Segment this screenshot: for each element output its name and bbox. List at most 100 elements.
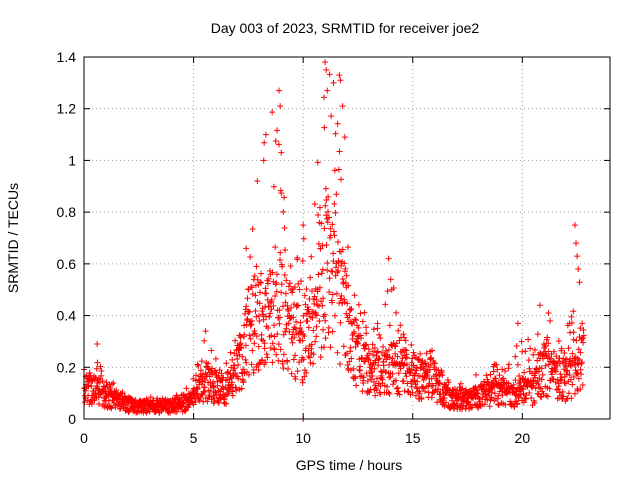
data-point: [286, 328, 293, 335]
data-point: [178, 404, 185, 411]
data-point: [385, 389, 392, 396]
data-point: [439, 372, 446, 379]
data-point: [334, 120, 341, 127]
data-point: [290, 356, 297, 363]
data-point: [208, 347, 215, 354]
data-point: [201, 377, 208, 384]
data-point: [414, 378, 421, 385]
data-point: [377, 383, 384, 390]
data-point: [99, 377, 106, 384]
data-point: [295, 302, 302, 309]
data-point: [258, 336, 265, 343]
data-point: [331, 167, 338, 174]
data-point: [205, 360, 212, 367]
data-point: [299, 337, 306, 344]
y-tick-label: 0.2: [57, 359, 77, 375]
data-point: [305, 347, 312, 354]
data-point: [575, 266, 582, 273]
data-point: [410, 362, 417, 369]
data-point: [565, 390, 572, 397]
data-point: [519, 348, 526, 355]
data-point: [324, 219, 331, 226]
data-point: [280, 365, 287, 372]
data-point: [284, 365, 291, 372]
data-point: [346, 312, 353, 319]
y-tick-label: 0.4: [57, 308, 77, 324]
data-point: [351, 292, 358, 299]
data-point: [170, 407, 177, 414]
data-point: [408, 341, 415, 348]
data-point: [389, 381, 396, 388]
data-point: [192, 399, 199, 406]
data-point: [430, 382, 437, 389]
data-point: [207, 387, 214, 394]
data-point: [196, 397, 203, 404]
data-point: [374, 325, 381, 332]
data-point: [346, 358, 353, 365]
y-axis-label: SRMTID / TECUs: [5, 183, 21, 293]
data-point: [419, 357, 426, 364]
data-point: [265, 280, 272, 287]
data-point: [538, 376, 545, 383]
data-point: [578, 359, 585, 366]
data-point: [556, 355, 563, 362]
data-point: [525, 357, 532, 364]
data-point: [322, 59, 329, 66]
data-point: [447, 404, 454, 411]
data-point: [435, 385, 442, 392]
data-point: [253, 263, 260, 270]
data-point: [320, 94, 327, 101]
data-point: [321, 124, 328, 131]
data-point: [336, 72, 343, 79]
data-point: [514, 361, 521, 368]
data-point: [324, 260, 331, 267]
axis-ticks: 0 0.2 0.4 0.6 0.8 1 1.2 1.4 0 5 10 15 20: [57, 49, 610, 446]
data-point: [474, 390, 481, 397]
data-point: [362, 342, 369, 349]
data-point: [548, 371, 555, 378]
data-point: [327, 225, 334, 232]
data-point: [192, 372, 199, 379]
data-point: [487, 371, 494, 378]
data-point: [408, 366, 415, 373]
data-point: [309, 288, 316, 295]
data-point: [229, 379, 236, 386]
data-point: [564, 367, 571, 374]
data-point: [385, 346, 392, 353]
data-point: [469, 404, 476, 411]
data-point: [566, 371, 573, 378]
data-point: [403, 354, 410, 361]
data-point: [366, 350, 373, 357]
data-point: [223, 400, 230, 407]
data-point: [211, 398, 218, 405]
data-point: [232, 337, 239, 344]
data-point: [578, 371, 585, 378]
data-point: [537, 393, 544, 400]
data-point: [277, 256, 284, 263]
data-point: [360, 374, 367, 381]
data-point: [343, 272, 350, 279]
data-point: [190, 375, 197, 382]
data-point: [176, 395, 183, 402]
data-point: [297, 325, 304, 332]
data-point: [272, 137, 279, 144]
data-point: [332, 264, 339, 271]
data-point: [243, 303, 250, 310]
data-point: [347, 367, 354, 374]
data-point: [285, 320, 292, 327]
data-point: [522, 348, 529, 355]
data-point: [344, 244, 351, 251]
data-point: [353, 382, 360, 389]
data-point: [299, 379, 306, 386]
data-point: [535, 368, 542, 375]
data-point: [271, 333, 278, 340]
x-tick-label: 15: [405, 430, 421, 446]
data-point: [356, 367, 363, 374]
data-point: [556, 360, 563, 367]
data-point: [396, 337, 403, 344]
data-point: [568, 395, 575, 402]
data-point: [311, 300, 318, 307]
data-point: [413, 367, 420, 374]
data-point: [240, 366, 247, 373]
